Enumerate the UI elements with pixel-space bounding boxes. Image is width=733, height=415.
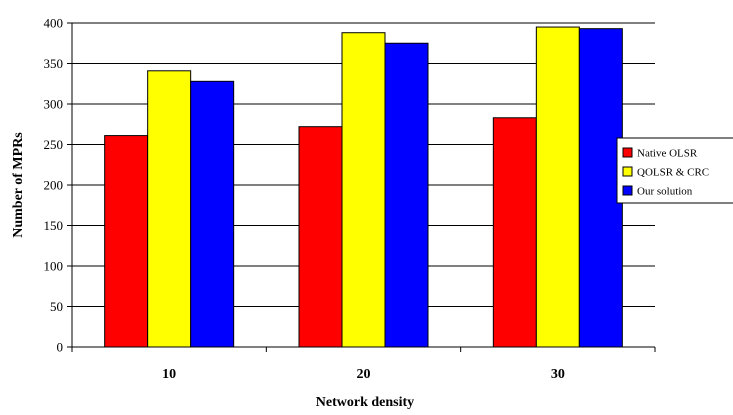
legend-swatch [622,185,633,196]
bar [578,28,623,348]
legend-swatch [622,147,633,158]
x-tick-label: 20 [357,367,371,382]
y-tick-label: 0 [57,340,64,355]
x-axis-title: Network density [316,395,414,410]
x-tick-label: 10 [162,367,176,382]
bar [492,117,537,348]
y-tick-label: 300 [44,97,64,112]
y-tick-label: 250 [44,137,64,152]
y-tick-label: 50 [50,299,63,314]
y-tick-label: 150 [44,218,64,233]
y-tick-labels: 0 50 100 150 200 250 300 350 400 [44,16,64,355]
x-tick-label: 30 [551,367,565,382]
bar [535,26,580,348]
legend-label: Our solution [637,186,693,198]
bar [298,126,343,348]
legend-swatch [622,166,633,177]
legend: Native OLSR QOLSR & CRC Our solution [616,137,733,204]
bar [147,70,192,348]
bar [341,32,386,348]
legend-box [616,137,733,204]
bar [190,80,235,348]
y-axis-title: Number of MPRs [11,132,26,238]
legend-label: QOLSR & CRC [637,167,709,179]
bar [384,42,429,348]
y-tick-label: 200 [44,178,64,193]
y-tick-label: 400 [44,16,64,31]
legend-label: Native OLSR [637,148,698,160]
y-tick-label: 350 [44,56,64,71]
y-tick-label: 100 [44,259,64,274]
bar [104,135,149,348]
bars [104,26,623,348]
axes [67,22,656,352]
x-tick-labels: 10 20 30 [162,367,565,382]
